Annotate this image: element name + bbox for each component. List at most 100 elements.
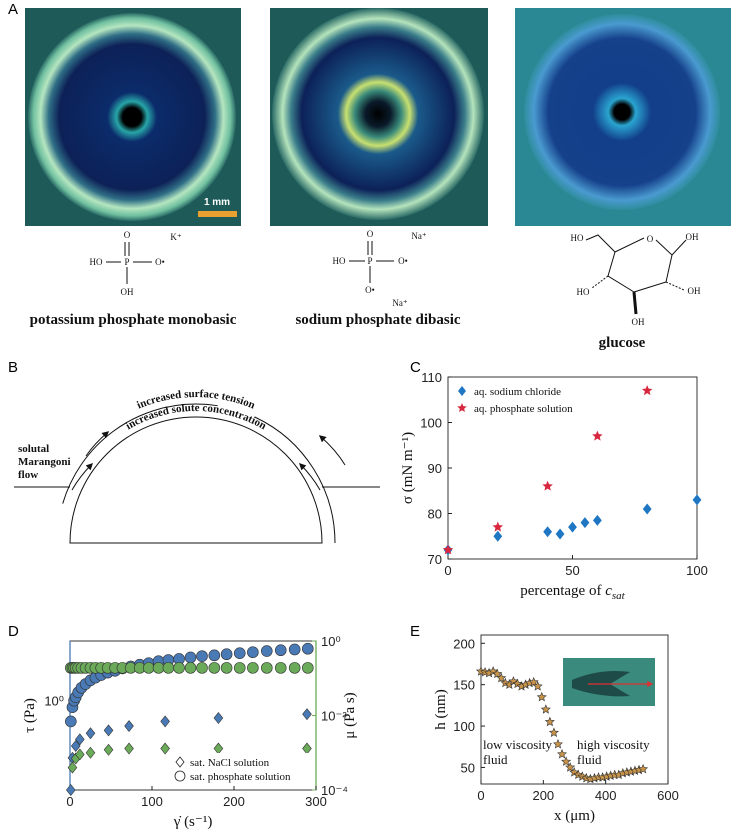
scale-bar [198, 211, 237, 217]
marker [536, 691, 547, 702]
atom-label: O [124, 230, 131, 240]
marker [142, 662, 155, 674]
marker [213, 712, 224, 725]
legend-box [170, 753, 310, 783]
y-tick-label: 100 [420, 416, 442, 431]
marker [492, 668, 503, 679]
y-tick-label: 110 [421, 370, 442, 385]
atom-label: O• [398, 256, 408, 266]
marker [642, 503, 652, 515]
marker [568, 521, 577, 533]
droplet-deposit [272, 8, 484, 220]
atom-label: O• [155, 257, 165, 267]
marker [552, 738, 564, 749]
marker [580, 517, 590, 529]
atom-label: HO [333, 256, 346, 266]
marker [196, 650, 208, 662]
atom-label: Na⁺ [392, 298, 407, 308]
marker [233, 647, 246, 659]
atom-label: O [647, 234, 654, 244]
marker [302, 742, 312, 755]
marker [288, 643, 301, 656]
marker [184, 662, 197, 674]
marker [75, 733, 85, 746]
flow-label: Marangoni [18, 456, 71, 468]
marker [528, 676, 539, 687]
marker [641, 385, 653, 396]
flow-arrow [299, 463, 321, 491]
marker [70, 740, 81, 752]
panel-label: B [8, 359, 18, 376]
marker [162, 662, 175, 674]
marker [233, 662, 246, 674]
y-tick-label: 50 [461, 760, 475, 775]
y-tick-label: 100 [453, 719, 475, 734]
x-tick-label: 200 [223, 794, 245, 809]
atom-label: P [367, 256, 372, 266]
bond [632, 291, 638, 315]
y-tick-label: 90 [428, 461, 442, 476]
bond [585, 234, 616, 253]
droplet-deposit [524, 14, 720, 210]
marker [208, 662, 221, 674]
marker [160, 742, 170, 755]
atom-label: HO [577, 287, 590, 297]
x-tick-label: 300 [305, 794, 327, 809]
legend-label: aq. phosphate solution [474, 403, 573, 415]
bond [591, 275, 609, 289]
marker [175, 756, 185, 768]
compound-name: glucose [599, 335, 646, 351]
marker [174, 770, 186, 782]
marker [548, 727, 559, 737]
panel-label: A [8, 1, 18, 18]
marker [638, 763, 649, 774]
legend-label: sat. phosphate solution [190, 771, 291, 783]
marker [75, 748, 85, 761]
atom-label: OH [688, 286, 701, 296]
x-axis-label: γ̇ (s⁻¹) [173, 814, 213, 830]
atom-label: O [367, 229, 374, 239]
marker [557, 748, 568, 759]
marker [288, 662, 301, 674]
surface-arc [56, 403, 336, 544]
marker [260, 662, 273, 674]
annotation: high viscosity [577, 737, 650, 752]
legend-label: sat. NaCl solution [190, 757, 270, 769]
x-axis-label: percentage of csat [520, 583, 625, 602]
marker [458, 386, 466, 396]
marker [260, 645, 273, 657]
annotation: fluid [483, 752, 508, 767]
marker [85, 727, 96, 740]
marker [493, 530, 503, 542]
marker [496, 672, 507, 683]
marker [540, 704, 551, 714]
x-tick-label: 600 [657, 788, 679, 803]
x-axis-label-part: percentage of [520, 583, 605, 599]
marker [152, 662, 165, 674]
marker [492, 521, 504, 532]
atom-label: HO [90, 257, 103, 267]
atom-label: OH [121, 287, 134, 297]
marker [593, 514, 602, 526]
marker [592, 430, 603, 441]
marker [692, 494, 702, 506]
droplet-outline [69, 416, 323, 544]
y2-axis-label: μ (Pa s) [342, 692, 358, 738]
droplet-deposit [28, 13, 236, 221]
x-tick-label: 400 [595, 788, 617, 803]
y2-tick-label: 10⁻² [321, 709, 347, 724]
atom-label: O• [365, 285, 375, 295]
marker [196, 662, 208, 674]
marker [274, 644, 287, 657]
marker [124, 720, 134, 733]
marker [160, 715, 170, 728]
flow-label: solutal [18, 443, 49, 455]
marker [532, 681, 543, 691]
marker [247, 662, 259, 674]
plot-frame [480, 634, 669, 785]
marker [247, 646, 259, 659]
glucose-ring [607, 237, 673, 293]
atom-label: Na⁺ [411, 231, 426, 241]
x-axis-label-var: c [605, 583, 612, 599]
